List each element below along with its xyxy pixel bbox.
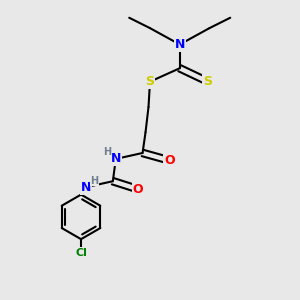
Text: N: N	[175, 38, 185, 51]
Text: O: O	[133, 183, 143, 196]
Text: N: N	[81, 181, 91, 194]
Text: H: H	[90, 176, 98, 186]
Text: O: O	[164, 154, 175, 167]
Text: H: H	[103, 147, 112, 158]
Text: S: S	[146, 75, 154, 88]
Text: N: N	[111, 152, 121, 165]
Text: S: S	[203, 75, 212, 88]
Text: Cl: Cl	[75, 248, 87, 257]
